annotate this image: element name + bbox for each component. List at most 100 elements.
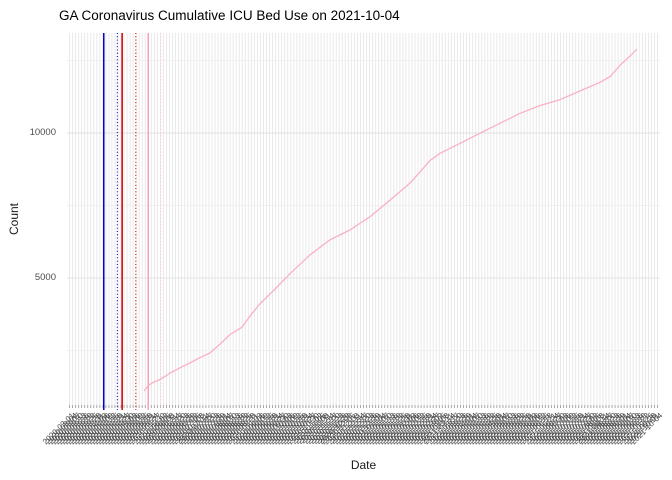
x-tick-label: 2020-10-12: [267, 411, 304, 447]
x-tick-label: 2021-08-08: [570, 411, 607, 447]
x-tick-label: 2021-09-28: [622, 411, 658, 447]
x-tick-label: 2021-08-02: [564, 411, 601, 447]
x-tick-label: 2021-05-13: [483, 411, 519, 447]
x-tick-label: 2021-02-15: [395, 411, 431, 447]
chart-title: GA Coronavirus Cumulative ICU Bed Use on…: [59, 8, 400, 23]
x-tick-label: 2020-08-07: [201, 411, 237, 447]
x-tick-label: 2021-05-16: [486, 411, 522, 447]
x-tick-label: 2020-11-11: [299, 411, 334, 446]
x-tick-label: 2020-12-29: [346, 411, 382, 447]
x-tick-label: 2021-09-16: [610, 411, 646, 447]
y-tick-label: 10000: [29, 127, 56, 139]
x-tick-label: 2021-05-07: [477, 411, 513, 447]
x-tick-label: 2020-10-30: [286, 411, 322, 447]
x-tick-label: 2021-04-13: [452, 411, 489, 447]
x-tick-label: 2020-03-10: [49, 411, 85, 447]
x-tick-label: 2020-04-03: [73, 411, 110, 447]
x-tick-label: 2020-04-06: [76, 411, 113, 447]
x-tick-label: 2020-10-03: [258, 411, 295, 447]
x-tick-label: 2021-02-27: [407, 411, 443, 447]
x-tick-label: 2020-06-20: [152, 411, 189, 447]
x-tick-label: 2020-12-26: [343, 411, 379, 447]
x-tick-label: 2021-09-01: [595, 411, 631, 447]
x-tick-label: 2021-01-28: [377, 411, 413, 447]
x-tick-label: 2020-04-24: [95, 411, 131, 447]
x-tick-label: 2020-06-08: [140, 411, 176, 447]
x-tick-label: 2020-09-12: [237, 411, 273, 447]
x-tick-label: 2021-09-04: [598, 411, 634, 447]
x-tick-label: 2021-02-03: [383, 411, 419, 447]
x-tick-label: 2020-08-01: [195, 411, 231, 447]
x-tick-label: 2020-08-25: [219, 411, 255, 447]
x-tick-label: 2020-05-15: [116, 411, 152, 447]
x-tick-label: 2021-07-15: [546, 411, 583, 447]
x-tick-label: 2020-03-13: [52, 411, 88, 447]
x-tick-label: 2020-06-23: [155, 411, 192, 447]
x-tick-label: 2021-07-24: [555, 411, 592, 447]
x-tick-label: 2020-04-15: [86, 411, 122, 447]
x-tick-label: 2020-12-05: [322, 411, 358, 447]
x-tick-label: 2020-03-31: [70, 411, 107, 447]
x-tick-label: 2021-04-04: [443, 411, 479, 447]
x-tick-label: 2021-10-04: [628, 411, 664, 447]
x-tick-label: 2020-10-15: [270, 411, 307, 447]
x-tick-label: 2020-11-23: [310, 411, 346, 446]
x-tick-label: 2021-01-22: [370, 411, 407, 447]
x-tick-label: 2021-07-09: [540, 411, 576, 447]
x-tick-label: 2020-12-02: [319, 411, 355, 447]
x-tick-label: 2021-05-10: [480, 411, 516, 447]
x-tick-label: 2021-07-30: [561, 411, 598, 447]
x-tick-label: 2020-07-23: [186, 411, 222, 447]
x-tick-label: 2021-02-24: [404, 411, 440, 447]
x-tick-label: 2020-04-09: [79, 411, 116, 447]
x-tick-label: 2020-07-05: [167, 411, 204, 447]
icu-cumulative-line: [143, 48, 638, 392]
x-tick-label: 2020-08-04: [198, 411, 234, 447]
x-tick-label: 2021-06-24: [525, 411, 561, 447]
x-tick-label: 2021-05-31: [501, 411, 537, 447]
x-tick-label: 2020-03-25: [64, 411, 101, 447]
x-tick-label: 2021-08-11: [574, 411, 610, 446]
x-tick-label: 2021-02-21: [401, 411, 437, 447]
x-tick-label: 2021-06-18: [519, 411, 555, 447]
x-tick-label: 2020-10-18: [273, 411, 310, 447]
x-tick-label: 2020-05-12: [113, 411, 149, 447]
y-axis-title: Count: [7, 202, 21, 236]
x-tick-label: 2020-08-28: [222, 411, 258, 447]
x-tick-label: 2021-03-17: [425, 411, 461, 447]
x-tick-label: 2021-07-03: [534, 411, 570, 447]
x-tick-label: 2020-12-11: [328, 411, 364, 446]
x-tick-label: 2021-09-25: [619, 411, 655, 447]
x-tick-label: 2021-01-04: [352, 411, 389, 447]
x-tick-label: 2021-08-17: [580, 411, 616, 447]
x-tick-label: 2021-04-10: [449, 411, 486, 447]
x-tick-label: 2020-11-29: [316, 411, 352, 446]
x-tick-label: 2020-12-20: [337, 411, 373, 447]
x-tick-label: 2021-09-19: [613, 411, 649, 447]
x-tick-label: 2020-05-18: [119, 411, 155, 447]
x-tick-label: 2020-08-13: [207, 411, 243, 447]
y-tick-label: 5000: [34, 272, 56, 283]
x-tick-label: 2020-07-17: [180, 411, 216, 447]
x-tick-label: 2020-03-19: [58, 411, 95, 447]
x-tick-label: 2021-03-02: [410, 411, 446, 447]
x-tick-label: 2020-12-14: [331, 411, 367, 447]
x-tick-label: 2020-04-12: [83, 411, 119, 447]
x-tick-label: 2020-05-30: [131, 411, 167, 447]
x-tick-label: 2021-01-31: [380, 411, 416, 447]
x-tick-label: 2021-09-22: [616, 411, 652, 447]
x-tick-label: 2020-10-21: [276, 411, 313, 447]
x-tick-label: 2021-04-01: [440, 411, 476, 447]
x-tick-label: 2020-05-21: [122, 411, 158, 447]
x-tick-label: 2020-11-02: [289, 411, 325, 446]
x-tick-label: 2021-08-29: [592, 411, 628, 447]
x-tick-label: 2020-03-07: [46, 411, 82, 447]
x-tick-label: 2021-08-26: [589, 411, 625, 447]
x-tick-label: 2021-04-16: [455, 411, 492, 447]
x-tick-label: 2020-08-22: [216, 411, 252, 447]
x-tick-label: 2020-10-24: [280, 411, 316, 447]
x-tick-label: 2021-03-05: [413, 411, 449, 447]
x-tick-label: 2021-04-19: [458, 411, 495, 447]
x-tick-label: 2021-07-21: [552, 411, 589, 447]
